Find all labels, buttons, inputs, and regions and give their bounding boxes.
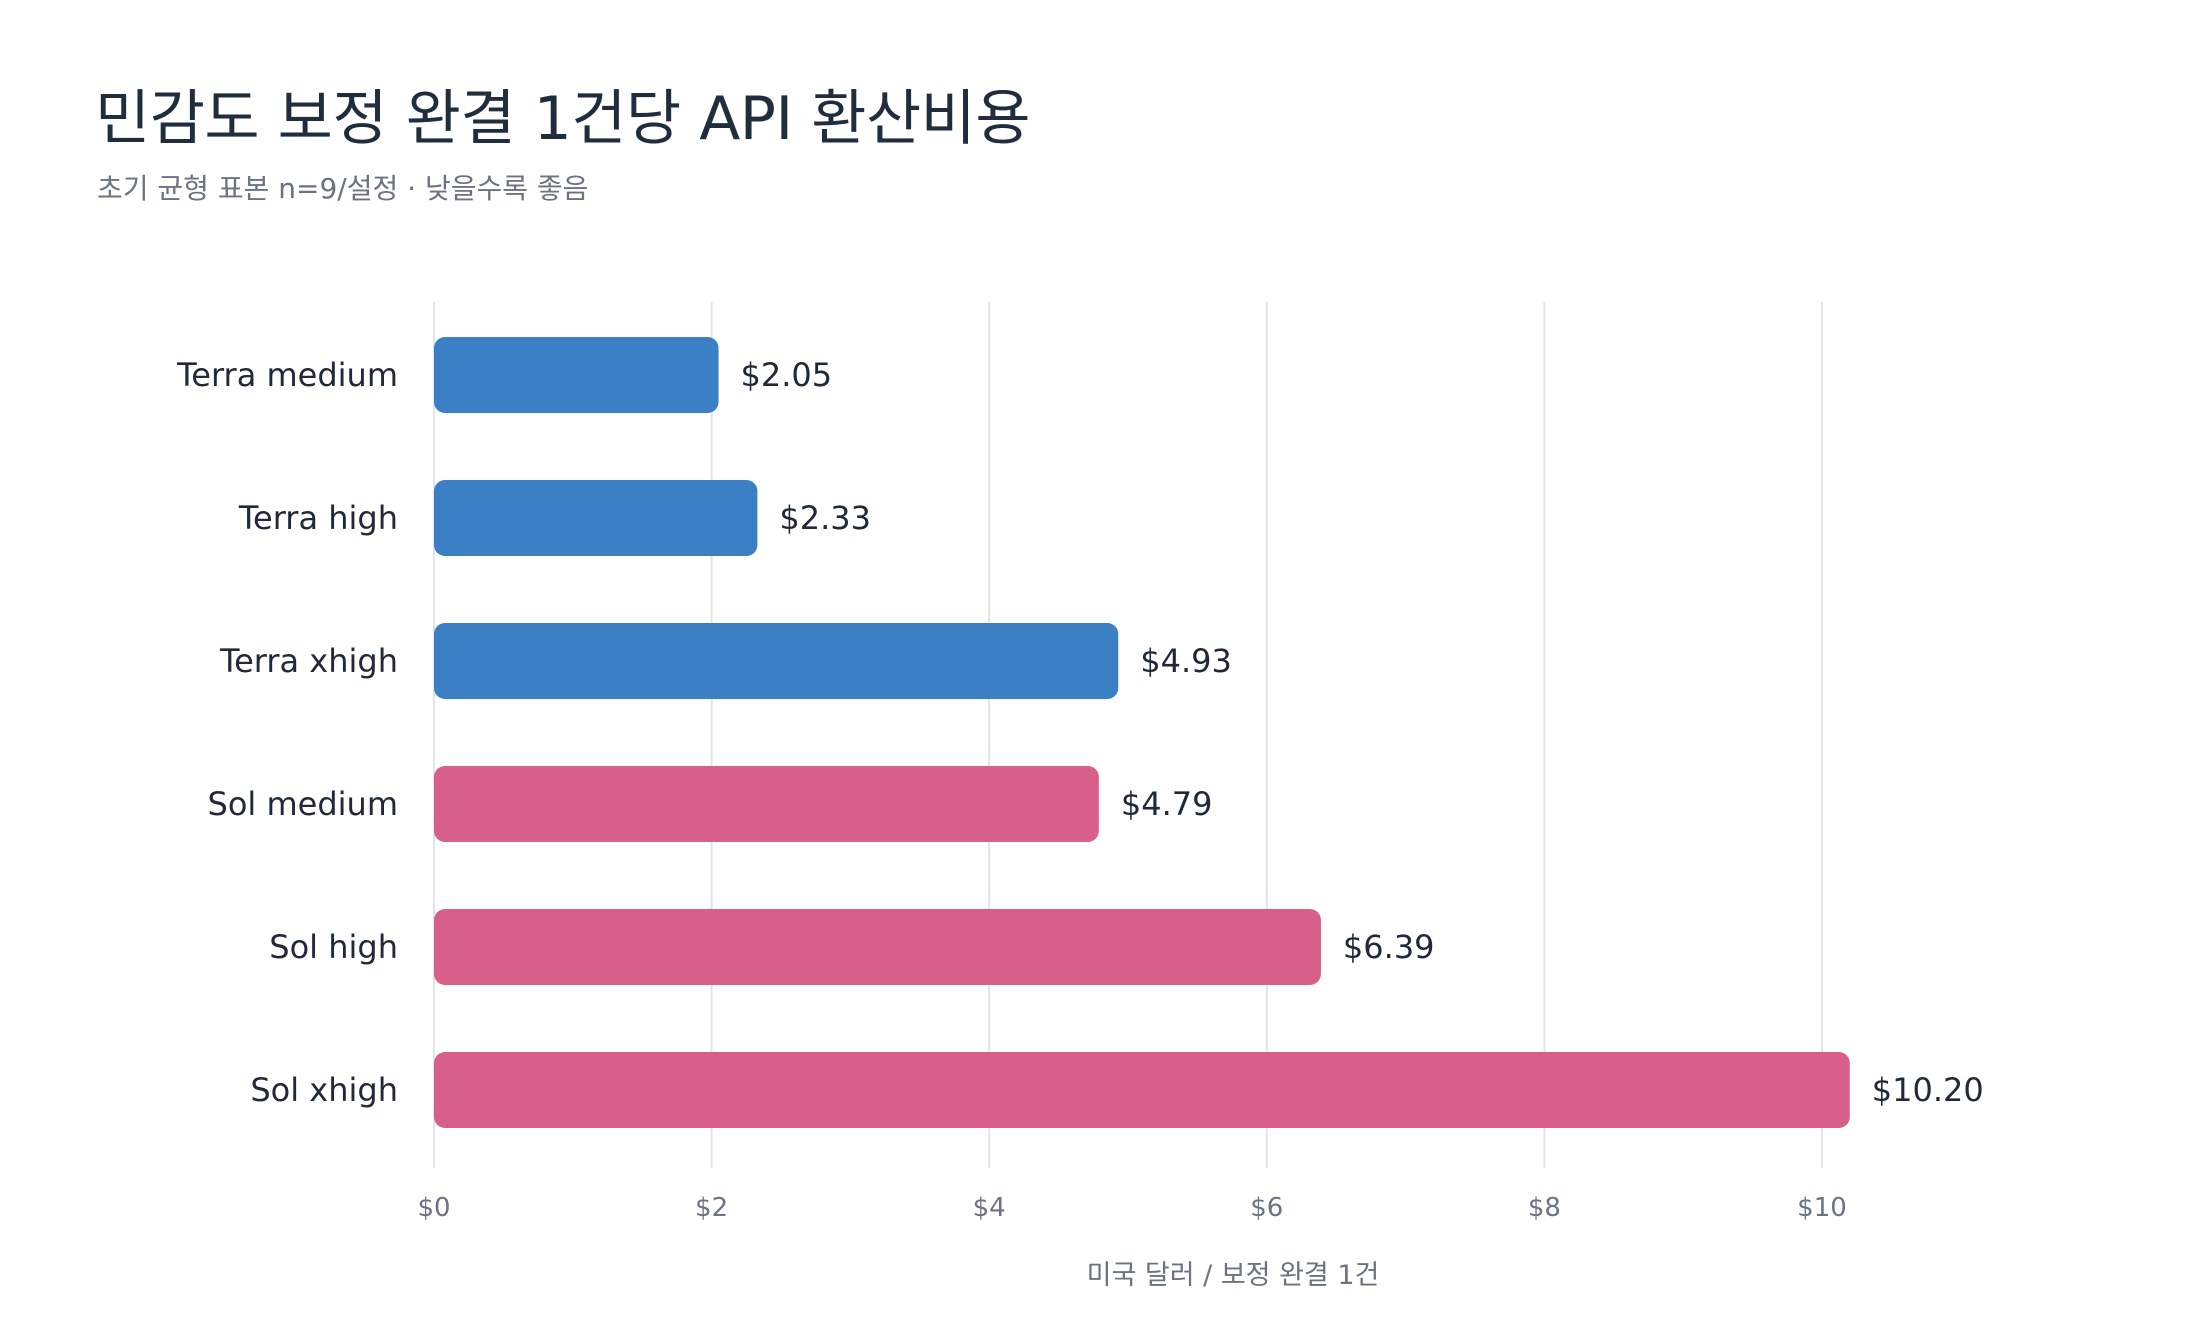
bar: [434, 623, 1119, 699]
value-label: $2.33: [779, 499, 871, 537]
x-tick-label: $2: [695, 1193, 728, 1223]
category-label: Terra high: [238, 499, 398, 537]
value-label: $10.20: [1872, 1071, 1984, 1109]
x-tick-label: $10: [1797, 1193, 1847, 1223]
bar: [434, 766, 1099, 842]
x-tick-label: $8: [1528, 1193, 1561, 1223]
category-label: Sol medium: [208, 785, 398, 823]
category-label: Terra xhigh: [219, 642, 398, 680]
category-label: Terra medium: [176, 356, 398, 394]
value-labels: $2.05 $2.33 $4.93 $4.79 $6.39 $10.20: [741, 356, 1984, 1109]
bars: [434, 337, 1850, 1128]
category-labels: Terra medium Terra high Terra xhigh Sol med…: [176, 356, 398, 1109]
bar: [434, 337, 719, 413]
bar: [434, 480, 758, 556]
bar: [434, 909, 1321, 985]
chart-subtitle: 초기 균형 표본 n=9/설정 · 낮을수록 좋음: [97, 172, 589, 205]
value-label: $4.79: [1121, 785, 1213, 823]
x-tick-label: $0: [417, 1193, 450, 1223]
chart-title: 민감도 보정 완결 1건당 API 환산비용: [95, 84, 1031, 154]
category-label: Sol high: [269, 928, 398, 966]
x-tick-labels: $0 $2 $4 $6 $8 $10: [417, 1193, 1846, 1223]
value-label: $6.39: [1343, 928, 1435, 966]
gridlines: [433, 302, 1823, 1168]
x-tick-label: $6: [1250, 1193, 1283, 1223]
category-label: Sol xhigh: [250, 1071, 398, 1109]
value-label: $4.93: [1140, 642, 1232, 680]
value-label: $2.05: [741, 356, 833, 394]
bar: [434, 1052, 1850, 1128]
x-tick-label: $4: [973, 1193, 1006, 1223]
x-axis-title: 미국 달러 / 보정 완결 1건: [1087, 1260, 1380, 1291]
